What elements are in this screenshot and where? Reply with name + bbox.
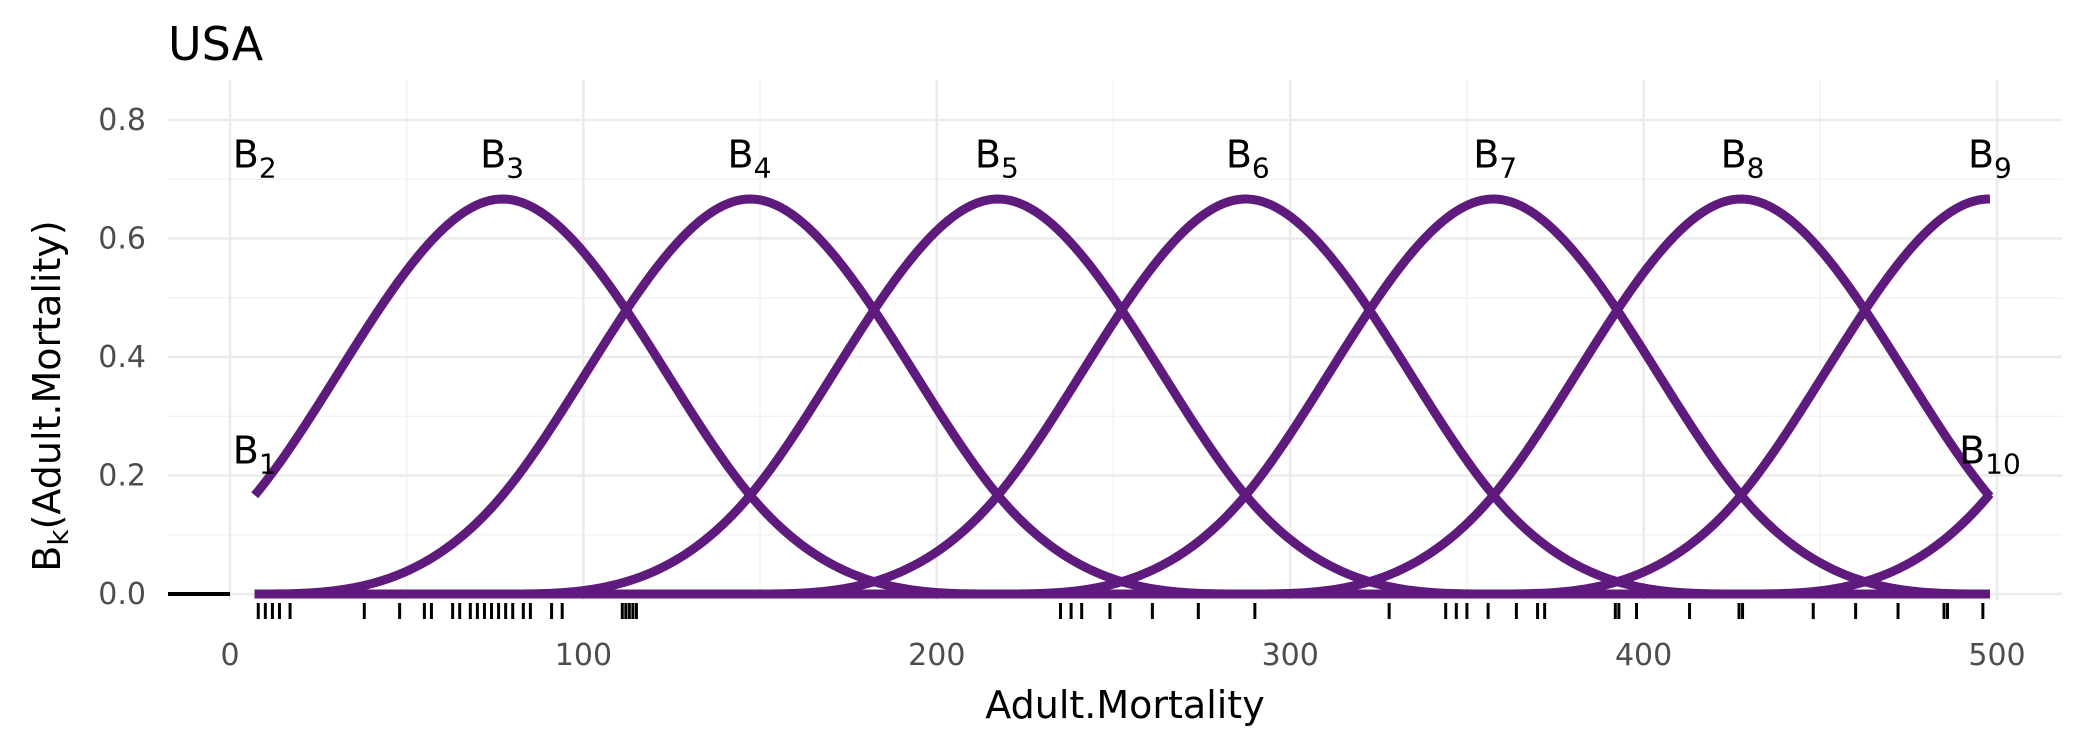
basis-label-6: B6 [1226,132,1270,184]
basis-curves [251,194,1994,599]
basis-label-10: B10 [1959,429,2021,481]
basis-label-5: B5 [975,132,1019,184]
x-tick-label: 200 [908,638,965,673]
y-tick-label: 0.8 [98,103,146,138]
basis-labels: B1 B2 B3 B4 B5 B6 B7 B8 B9 B10 [233,132,2021,480]
y-axis-title-suffix: (Adult.Mortality) [25,220,69,529]
y-tick-label: 0.4 [98,340,146,375]
y-tick-label: 0.2 [98,459,146,494]
basis-label-3: B3 [480,132,524,184]
x-tick-label: 0 [220,638,239,673]
basis-label-7: B7 [1473,132,1517,184]
y-axis-tick-labels: 0.0 0.2 0.4 0.6 0.8 [98,103,146,612]
basis-label-4: B4 [728,132,772,184]
chart-title: USA [168,17,264,71]
x-axis-title: Adult.Mortality [985,683,1264,727]
y-tick-label: 0.0 [98,577,146,612]
minor-gridlines [168,80,2062,600]
x-tick-label: 300 [1262,638,1319,673]
x-tick-label: 400 [1615,638,1672,673]
y-axis-title-subscript: k [42,529,75,546]
x-tick-label: 500 [1968,638,2025,673]
major-gridlines [168,80,2062,600]
y-axis-title-base: B [25,546,69,572]
y-axis-title: Bk(Adult.Mortality) [25,220,75,571]
rug-marks [256,603,1985,619]
x-tick-label: 100 [555,638,612,673]
y-tick-label: 0.6 [98,222,146,257]
x-axis-tick-labels: 0 100 200 300 400 500 [220,638,2025,673]
basis-label-2: B2 [233,132,277,184]
basis-label-9: B9 [1968,132,2012,184]
basis-label-1: B1 [233,429,277,481]
basis-label-8: B8 [1721,132,1765,184]
